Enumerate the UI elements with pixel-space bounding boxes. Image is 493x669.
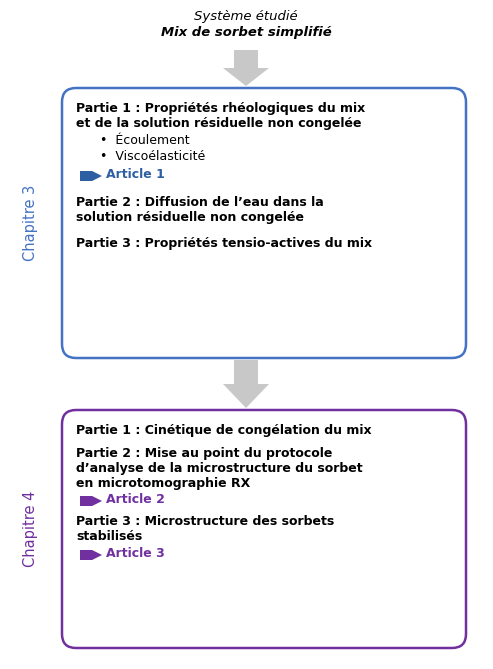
Text: Chapitre 3: Chapitre 3 (23, 185, 37, 261)
Text: en microtomographie RX: en microtomographie RX (76, 477, 250, 490)
Text: Partie 2 : Mise au point du protocole: Partie 2 : Mise au point du protocole (76, 447, 332, 460)
Text: d’analyse de la microstructure du sorbet: d’analyse de la microstructure du sorbet (76, 462, 363, 475)
Text: solution résiduelle non congelée: solution résiduelle non congelée (76, 211, 304, 224)
Text: •  Écoulement: • Écoulement (100, 134, 190, 147)
Text: Partie 2 : Diffusion de l’eau dans la: Partie 2 : Diffusion de l’eau dans la (76, 196, 324, 209)
Text: •  Viscoélasticité: • Viscoélasticité (100, 150, 205, 163)
Polygon shape (80, 171, 102, 181)
Text: Article 3: Article 3 (106, 547, 165, 560)
FancyBboxPatch shape (62, 88, 466, 358)
Text: et de la solution résiduelle non congelée: et de la solution résiduelle non congelé… (76, 117, 361, 130)
Polygon shape (223, 360, 269, 408)
FancyBboxPatch shape (62, 410, 466, 648)
Text: Système étudié: Système étudié (194, 10, 298, 23)
Text: Mix de sorbet simplifié: Mix de sorbet simplifié (161, 26, 331, 39)
Text: Partie 1 : Cinétique de congélation du mix: Partie 1 : Cinétique de congélation du m… (76, 424, 372, 437)
Text: Article 1: Article 1 (106, 168, 165, 181)
Polygon shape (223, 50, 269, 86)
Polygon shape (80, 496, 102, 506)
Text: Partie 3 : Microstructure des sorbets: Partie 3 : Microstructure des sorbets (76, 515, 334, 528)
Text: Chapitre 4: Chapitre 4 (23, 491, 37, 567)
Polygon shape (80, 550, 102, 560)
Text: Partie 1 : Propriétés rhéologiques du mix: Partie 1 : Propriétés rhéologiques du mi… (76, 102, 365, 115)
Text: Article 2: Article 2 (106, 493, 165, 506)
Text: Partie 3 : Propriétés tensio-actives du mix: Partie 3 : Propriétés tensio-actives du … (76, 237, 372, 250)
Text: stabilisés: stabilisés (76, 530, 142, 543)
